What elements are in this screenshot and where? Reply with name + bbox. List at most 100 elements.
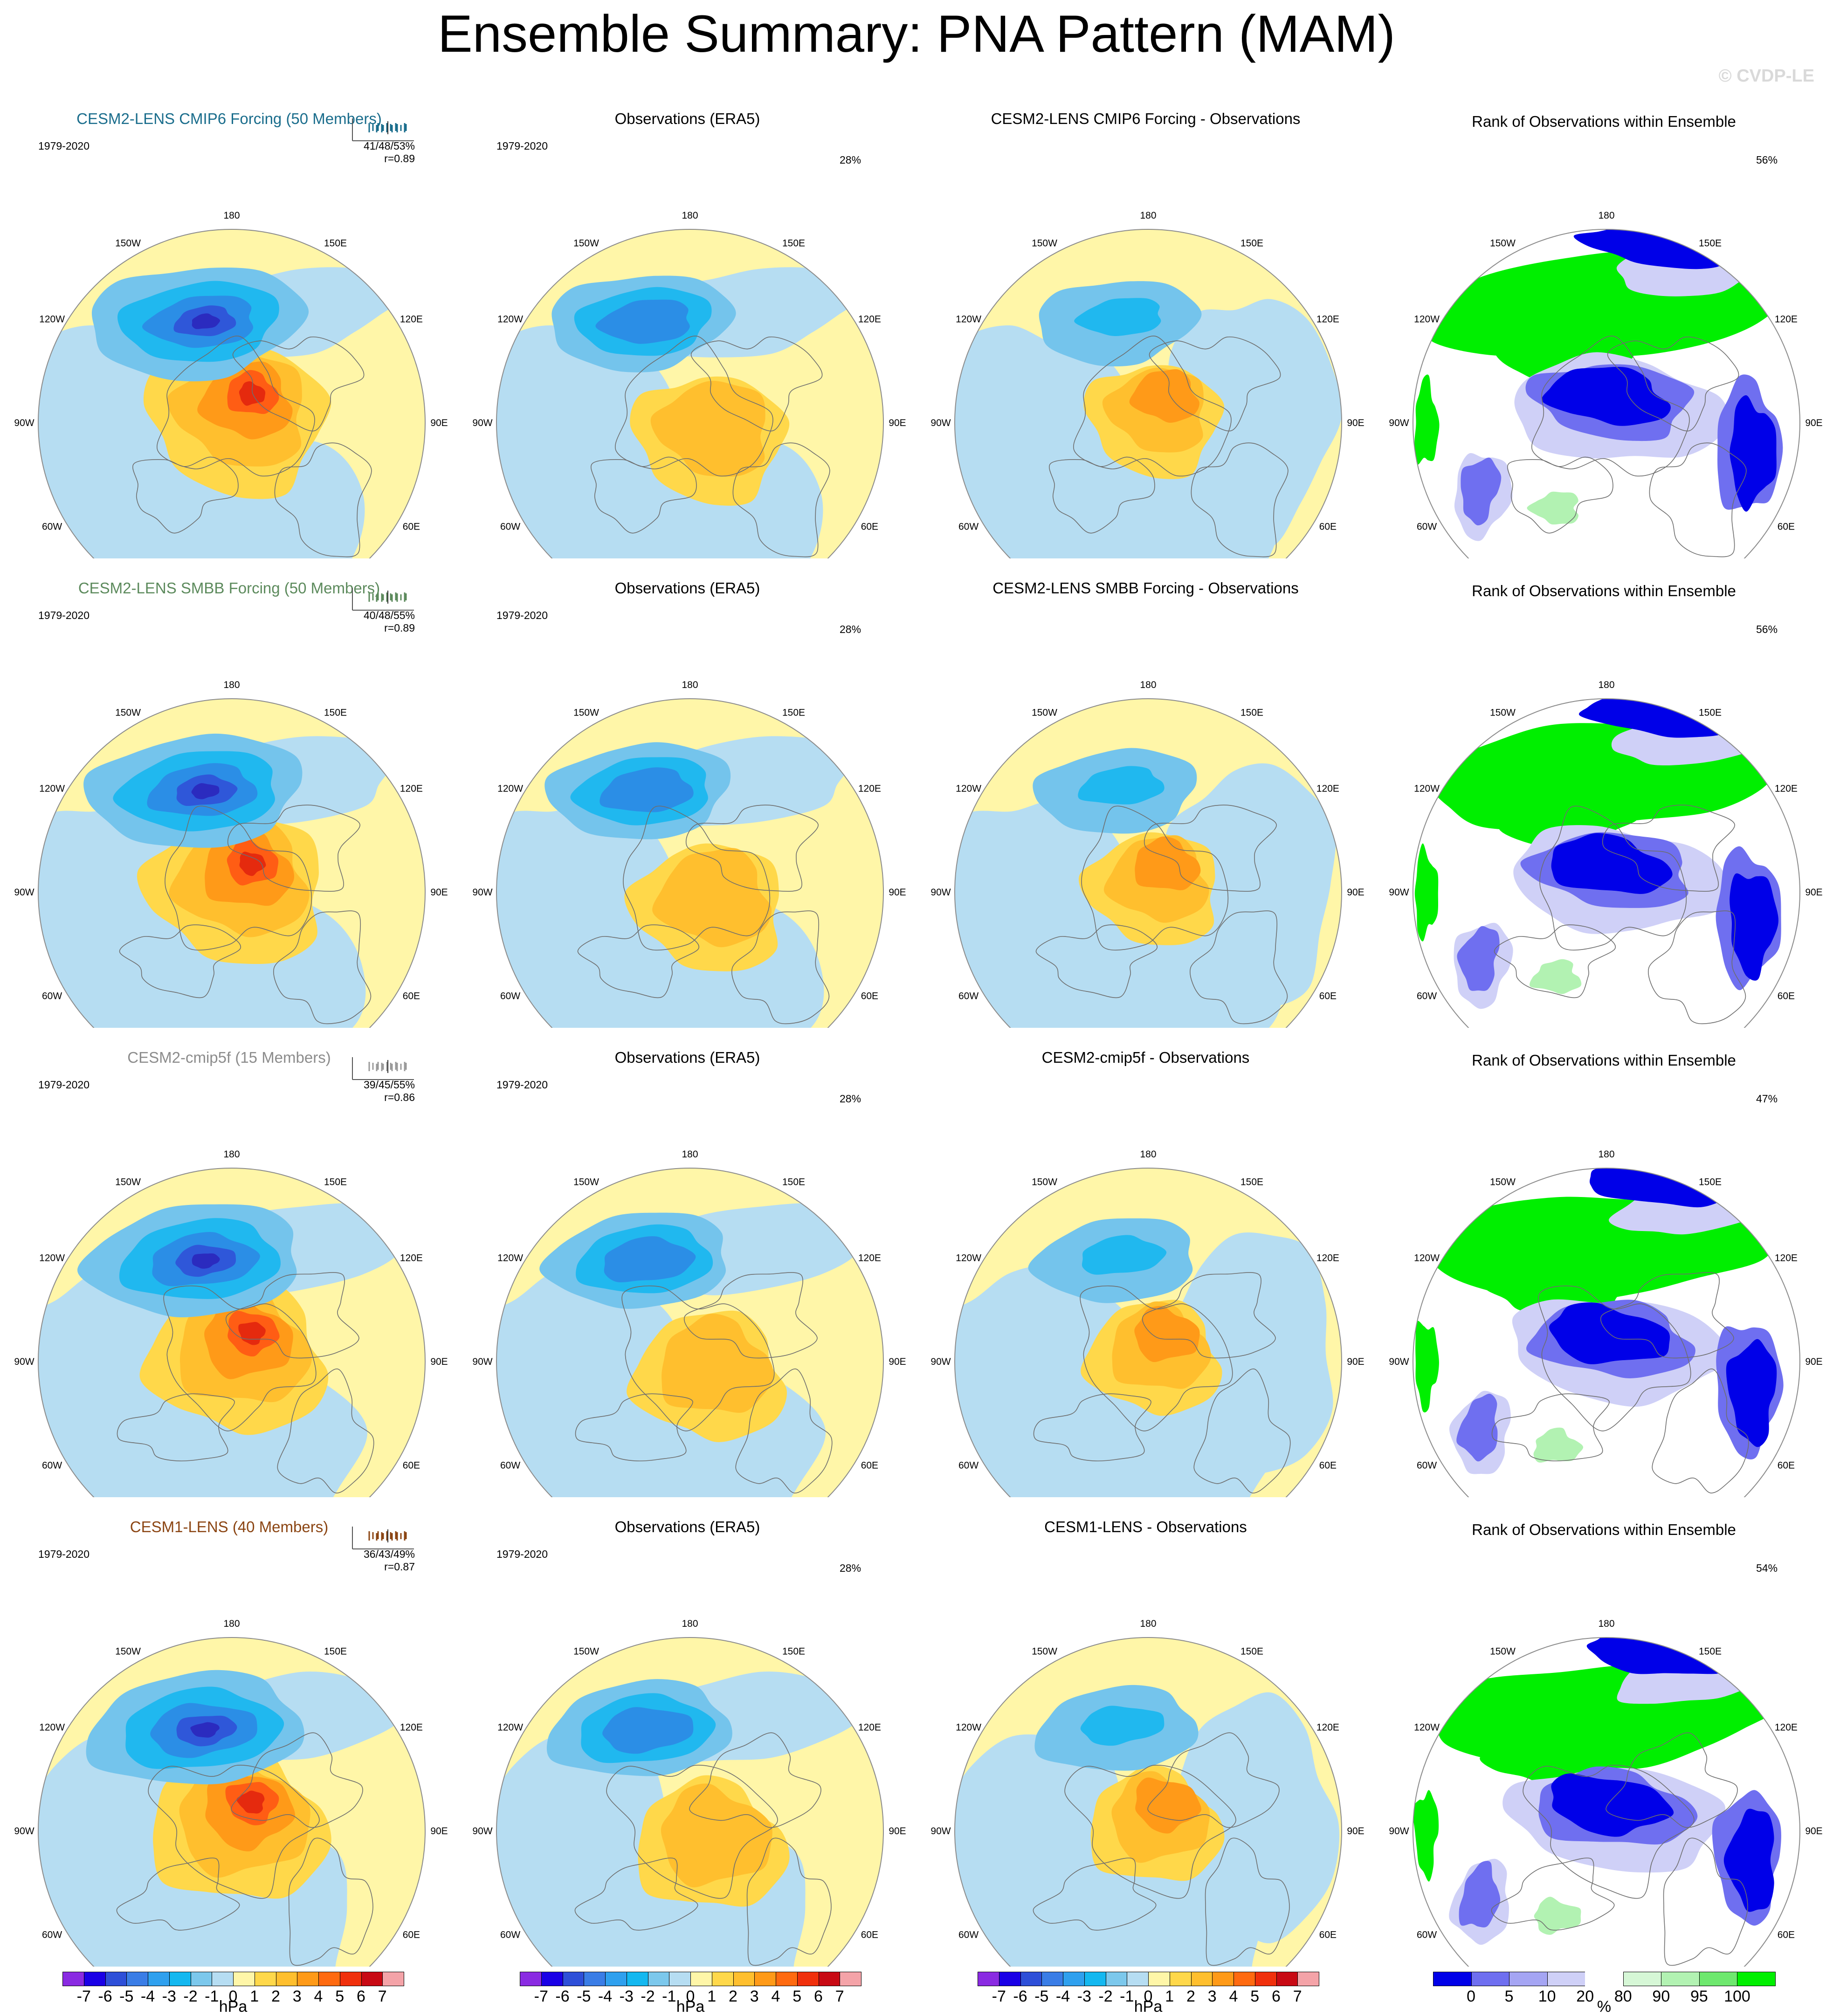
polar-map: 180150E120E90E60E30E030W60W90W120W150W (930, 680, 1364, 1028)
map-field (1413, 699, 1800, 1028)
colorbar-cell (361, 1972, 383, 1986)
longitude-label: 60W (500, 522, 520, 532)
longitude-label: 120E (400, 1253, 423, 1264)
colorbar-tick-label: -1 (205, 1988, 219, 2005)
period-label: 1979-2020 (496, 1548, 548, 1560)
colorbar-cell (190, 1972, 213, 1986)
map-border (1413, 1168, 1800, 1497)
longitude-label: 60E (861, 522, 878, 532)
map-field (955, 699, 1342, 1028)
colorbar-tick-label: -4 (140, 1988, 155, 2005)
colorbar-unit: hPa (676, 1998, 705, 2016)
percent-variance-label: 54% (1756, 1562, 1778, 1574)
longitude-label: 120E (400, 784, 423, 794)
percent-variance-label: 28% (840, 623, 861, 635)
colorbar-tick-label: 0 (1467, 1988, 1475, 2005)
panel-title: Rank of Observations within Ensemble (1472, 1052, 1736, 1069)
coastlines (1035, 805, 1288, 1025)
pattern-stats: 36/43/49% r=0.87 (354, 1548, 415, 1573)
period-label: 1979-2020 (496, 1079, 548, 1091)
coastlines (1033, 1732, 1290, 1966)
longitude-label: 90E (1347, 887, 1364, 898)
pattern-stats: 39/45/55% r=0.86 (354, 1079, 415, 1104)
longitude-label: 90E (430, 418, 448, 428)
period-label: 1979-2020 (38, 1079, 90, 1091)
longitude-label: 90W (14, 1356, 34, 1367)
period-label: 1979-2020 (496, 609, 548, 621)
longitude-label: 90W (472, 1356, 492, 1367)
longitude-label: 90W (930, 418, 951, 428)
colorbar-cell (1212, 1972, 1234, 1986)
longitude-label: 90W (472, 887, 492, 898)
colorbar-tick-label: 2 (1186, 1988, 1195, 2005)
longitude-label: 90E (889, 1356, 906, 1367)
map-field (955, 229, 1342, 558)
longitude-label: 150E (782, 1177, 805, 1188)
colorbar-cell (126, 1972, 148, 1986)
longitude-label: 60E (403, 1460, 420, 1471)
coastlines (132, 336, 372, 557)
longitude-label: 90W (14, 418, 34, 428)
coastlines (1491, 1732, 1748, 1966)
longitude-label: 120W (956, 784, 981, 794)
panel-title: CESM2-LENS SMBB Forcing (50 Members) (78, 579, 380, 597)
longitude-label: 120W (1414, 1253, 1440, 1264)
polar-map: 180150E120E90E60E30E030W60W90W120W150W (930, 1618, 1364, 1967)
longitude-label: 150W (1490, 238, 1516, 249)
panel-model-row3: 180150E120E90E60E30E030W60W90W120W150WCE… (0, 1027, 458, 1497)
panel-model-row4: 180150E120E90E60E30E030W60W90W120W150WCE… (0, 1497, 458, 1967)
percent-variance-label: 28% (840, 154, 861, 166)
longitude-label: 180 (223, 1149, 240, 1160)
longitude-label: 180 (682, 210, 698, 221)
colorbar-cell (733, 1972, 755, 1986)
longitude-label: 90W (1389, 887, 1409, 898)
longitude-label: 150W (1032, 1177, 1057, 1188)
longitude-label: 150E (1240, 1646, 1263, 1657)
map-border (496, 1168, 884, 1497)
longitude-label: 90W (14, 887, 34, 898)
colorbar-tick-label: 5 (1250, 1988, 1260, 2005)
longitude-label: 120W (39, 314, 65, 325)
longitude-label: 120E (858, 314, 881, 325)
map-border (496, 229, 884, 558)
colorbar-tick-label: -5 (577, 1988, 591, 2005)
colorbar-tick-label: 5 (792, 1988, 802, 2005)
colorbar-tick-label: 4 (1229, 1988, 1238, 2005)
colorbar-rank (1433, 1972, 1776, 1987)
colorbar-tick-label: 4 (314, 1988, 323, 2005)
longitude-label: 150E (782, 238, 805, 249)
colorbar-cell (1547, 1972, 1586, 1986)
colorbar-cell (62, 1972, 84, 1986)
colorbar-unit: hPa (219, 1998, 248, 2016)
colorbar-cell (1737, 1972, 1776, 1986)
longitude-label: 150E (1699, 1646, 1722, 1657)
longitude-label: 120W (1414, 1722, 1440, 1733)
colorbar-cell (105, 1972, 127, 1986)
longitude-label: 90E (430, 887, 448, 898)
longitude-label: 60W (1417, 991, 1437, 1002)
longitude-label: 60W (1417, 1460, 1437, 1471)
longitude-label: 150W (1490, 708, 1516, 718)
longitude-label: 180 (1140, 1618, 1156, 1629)
longitude-label: 150E (324, 238, 347, 249)
longitude-label: 180 (1140, 210, 1156, 221)
longitude-label: 60E (861, 1930, 878, 1940)
longitude-label: 60W (958, 991, 979, 1002)
coastlines (1049, 336, 1289, 557)
longitude-label: 90E (1805, 418, 1822, 428)
colorbar-tick-label: -7 (992, 1988, 1006, 2005)
colorbar-cell (169, 1972, 191, 1986)
colorbar-cell (797, 1972, 819, 1986)
polar-map: 180150E120E90E60E30E030W60W90W120W150W (930, 1149, 1364, 1497)
colorbar-cell (754, 1972, 776, 1986)
longitude-label: 180 (1598, 680, 1614, 690)
longitude-label: 120E (1316, 314, 1339, 325)
panel-title: Rank of Observations within Ensemble (1472, 1521, 1736, 1538)
longitude-label: 180 (1598, 1618, 1614, 1629)
longitude-label: 150W (115, 1177, 141, 1188)
panel-title: Observations (ERA5) (614, 579, 760, 597)
colorbar-tick-label: -2 (1098, 1988, 1113, 2005)
panel-obs-row2: 180150E120E90E60E30E030W60W90W120W150WOb… (458, 558, 916, 1028)
percent-variance-label: 56% (1756, 623, 1778, 635)
map-field (38, 1168, 425, 1497)
